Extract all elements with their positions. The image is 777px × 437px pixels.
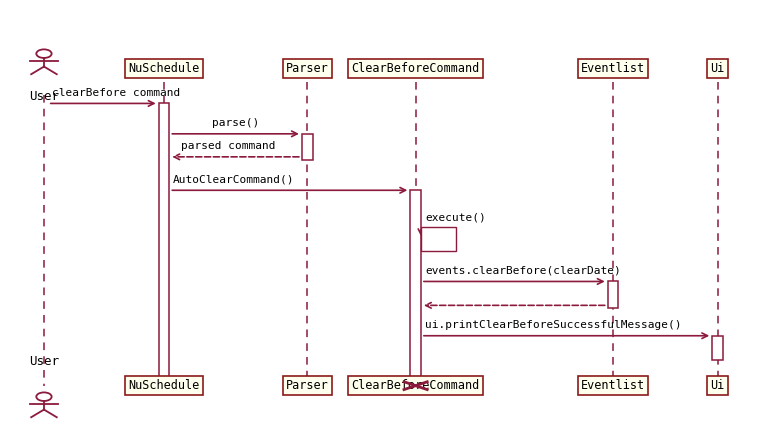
Text: clearBefore command: clearBefore command: [52, 88, 180, 98]
Text: Ui: Ui: [710, 379, 725, 392]
Text: events.clearBefore(clearDate): events.clearBefore(clearDate): [425, 266, 621, 276]
Bar: [410, 190, 421, 386]
Text: NuSchedule: NuSchedule: [128, 62, 200, 75]
Text: parse(): parse(): [212, 118, 260, 128]
Text: parsed command: parsed command: [181, 141, 276, 151]
Text: User: User: [29, 355, 59, 368]
Text: Ui: Ui: [710, 62, 725, 75]
Bar: [713, 336, 723, 360]
Text: NuSchedule: NuSchedule: [128, 379, 200, 392]
Text: ui.printClearBeforeSuccessfulMessage(): ui.printClearBeforeSuccessfulMessage(): [425, 320, 681, 330]
Text: User: User: [29, 90, 59, 104]
Bar: [421, 227, 456, 251]
Text: Parser: Parser: [286, 62, 329, 75]
Bar: [301, 134, 312, 160]
Text: ClearBeforeCommand: ClearBeforeCommand: [351, 379, 479, 392]
Text: Eventlist: Eventlist: [581, 62, 645, 75]
Text: AutoClearCommand(): AutoClearCommand(): [173, 175, 294, 184]
Text: Eventlist: Eventlist: [581, 379, 645, 392]
Text: execute(): execute(): [425, 213, 486, 223]
Text: Parser: Parser: [286, 379, 329, 392]
Text: ClearBeforeCommand: ClearBeforeCommand: [351, 62, 479, 75]
Bar: [159, 104, 169, 386]
Bar: [608, 281, 618, 308]
